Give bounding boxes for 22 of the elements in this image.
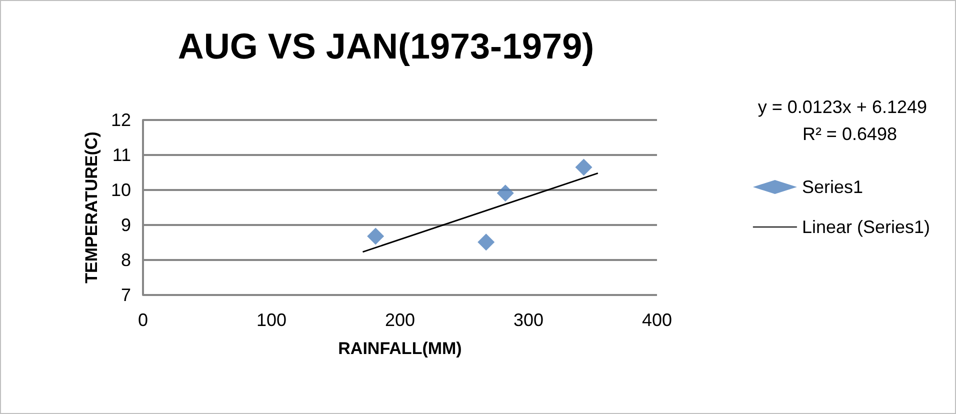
text: y = 0.0123x + 6.1249 (758, 97, 928, 117)
legend-label: Linear (Series1) (802, 217, 930, 237)
y-tick-label: 7 (120, 285, 131, 305)
y-tick-label: 8 (120, 250, 131, 270)
y-tick-label: 11 (112, 145, 131, 165)
x-tick-label: 100 (256, 310, 287, 330)
y-tick-label: 9 (120, 215, 131, 235)
x-tick-label: 0 (138, 310, 148, 330)
point (478, 234, 495, 251)
y-axis-title: TEMPERATURE(C) (82, 132, 102, 284)
x-axis-title: RAINFALL(MM) (338, 339, 462, 358)
x-tick-label: 300 (513, 310, 544, 330)
x-tick-label: 200 (384, 310, 416, 330)
chart-title: AUG VS JAN(1973-1979) (178, 26, 594, 66)
x-tick-label: 400 (642, 310, 672, 330)
y-tick-label: 12 (110, 110, 131, 130)
text: R² = 0.6498 (802, 124, 897, 144)
point (496, 184, 514, 202)
point (575, 158, 592, 176)
point (367, 228, 384, 245)
y-tick-label: 10 (110, 180, 131, 200)
legend-label: Series1 (802, 177, 863, 197)
